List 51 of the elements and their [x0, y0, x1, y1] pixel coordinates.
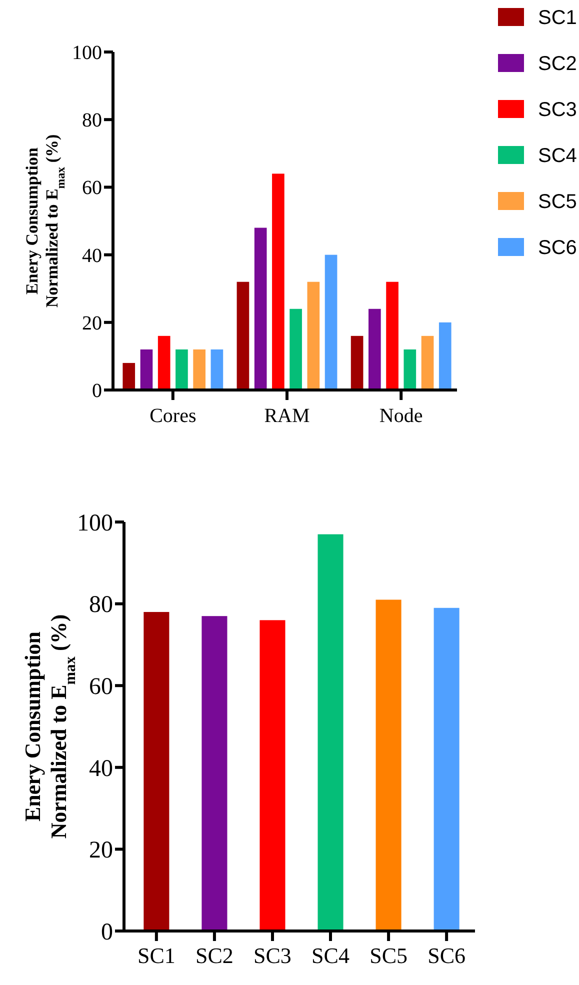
bar	[260, 620, 286, 931]
bar	[254, 228, 267, 390]
bar	[350, 336, 364, 390]
legend-label: SC6	[538, 237, 577, 259]
legend-label: SC3	[538, 99, 577, 121]
y-tick-label: 80	[89, 592, 113, 618]
bar	[318, 534, 344, 931]
bar	[144, 612, 170, 931]
bar	[202, 616, 228, 931]
x-tick-label: RAM	[264, 405, 310, 427]
bar	[176, 349, 188, 390]
bar	[421, 336, 434, 390]
bar	[438, 322, 452, 390]
y-tick-label: 40	[82, 244, 102, 267]
legend-label: SC1	[538, 7, 577, 29]
bar	[290, 308, 302, 390]
bar	[324, 254, 338, 390]
bar	[236, 282, 250, 390]
y-tick-label: 100	[72, 42, 102, 64]
legend-label: SC5	[538, 191, 577, 213]
y-tick-label: 0	[101, 919, 113, 946]
legend-label: SC2	[538, 53, 577, 75]
y-tick-label: 40	[89, 756, 113, 782]
bar	[210, 349, 224, 390]
bar	[404, 349, 416, 390]
bar	[122, 362, 136, 390]
y-tick-label: 0	[92, 380, 102, 402]
bar	[158, 336, 170, 390]
y-tick-label: 60	[89, 674, 113, 700]
bar	[140, 349, 153, 390]
x-tick-label: Node	[379, 405, 423, 427]
x-tick-label: SC3	[254, 943, 292, 968]
legend-label: SC4	[538, 145, 577, 167]
bar	[272, 174, 284, 390]
y-tick-label: 20	[82, 312, 102, 334]
bar	[368, 308, 381, 390]
bar	[193, 349, 206, 390]
x-tick-label: Cores	[150, 405, 196, 427]
y-tick-label: 60	[82, 177, 102, 200]
x-tick-label: SC6	[428, 943, 466, 968]
x-tick-label: SC1	[137, 943, 176, 968]
y-tick-label: 20	[89, 838, 113, 864]
x-tick-label: SC4	[312, 943, 350, 968]
x-tick-label: SC5	[370, 943, 408, 968]
bar	[386, 282, 398, 390]
bar	[307, 282, 320, 390]
bar	[376, 600, 402, 931]
bar	[434, 608, 460, 931]
y-tick-label: 100	[77, 510, 113, 536]
y-tick-label: 80	[82, 110, 102, 132]
x-tick-label: SC2	[196, 943, 234, 968]
